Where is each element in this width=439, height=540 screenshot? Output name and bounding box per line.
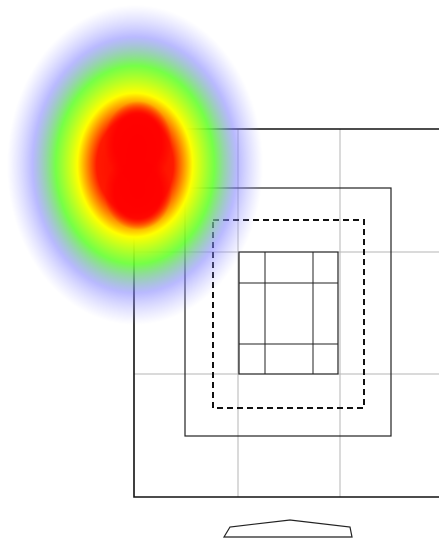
dashed-frame [212, 219, 365, 409]
inner-frame [238, 251, 339, 375]
stand [222, 519, 353, 538]
heatmap [7, 5, 263, 325]
heat-core [104, 154, 172, 230]
